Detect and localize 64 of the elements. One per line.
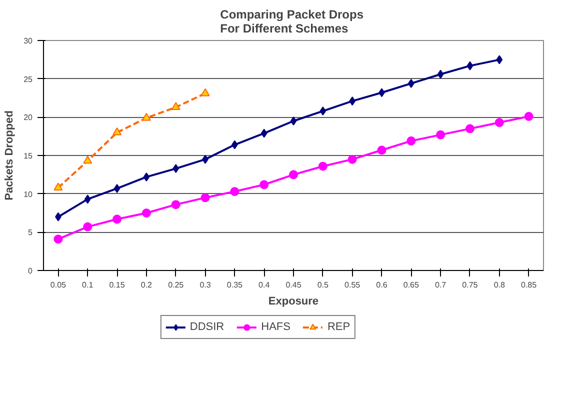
point — [142, 112, 151, 121]
point — [466, 61, 474, 70]
legend-label: DDSIR — [190, 320, 224, 334]
point — [465, 124, 474, 134]
x-tick-label: 0.75 — [462, 280, 478, 290]
x-tick-label: 0.8 — [494, 280, 506, 290]
x-tick-label: 0.7 — [435, 280, 447, 290]
point — [408, 78, 414, 88]
y-tick-label: 15 — [24, 152, 34, 160]
point — [289, 170, 298, 180]
x-tick-label: 0.6 — [376, 280, 388, 290]
point — [84, 194, 91, 204]
point — [290, 116, 297, 126]
x-axis-title: Exposure — [268, 296, 319, 308]
point — [377, 146, 386, 155]
point — [54, 182, 63, 191]
point — [83, 156, 92, 164]
point — [260, 180, 269, 190]
x-tick-label: 0.5 — [317, 280, 330, 290]
x-tick-label: 0.55 — [344, 280, 361, 290]
point — [496, 55, 503, 64]
point — [260, 128, 268, 138]
point — [83, 222, 92, 232]
legend-label: HAFS — [261, 320, 290, 334]
point — [171, 200, 180, 210]
point — [494, 118, 504, 128]
point — [172, 164, 180, 174]
point — [54, 234, 63, 244]
point — [112, 127, 122, 136]
x-tick-label: 0.25 — [168, 280, 184, 290]
point — [171, 102, 180, 110]
x-tick-label: 0.4 — [258, 280, 270, 290]
y-tick-label: 25 — [24, 74, 34, 84]
y-tick-label: 10 — [24, 190, 34, 199]
point — [348, 154, 357, 164]
x-tick-label: 0.05 — [50, 280, 67, 290]
point — [320, 106, 326, 116]
point — [143, 172, 150, 182]
y-tick-label: 20 — [24, 113, 34, 122]
x-tick-label: 0.85 — [521, 280, 538, 290]
point — [200, 88, 210, 96]
y-tick-label: 0 — [28, 266, 34, 276]
y-tick-label: 5 — [28, 228, 34, 238]
x-tick-label: 0.15 — [109, 280, 126, 290]
x-tick-label: 0.45 — [286, 280, 302, 290]
point — [406, 136, 416, 146]
y-tick-label: 30 — [24, 36, 34, 46]
x-tick-label: 0.2 — [140, 280, 153, 290]
chart-title: Comparing Packet Drops For Different Schemes — [220, 8, 364, 36]
point — [230, 187, 240, 196]
point — [436, 130, 446, 140]
x-tick-label: 0.1 — [82, 280, 94, 290]
point — [112, 214, 122, 224]
point — [200, 193, 210, 202]
point — [318, 162, 328, 171]
point — [114, 184, 120, 193]
x-tick-label: 0.65 — [403, 280, 420, 290]
legend-label: REP — [327, 320, 350, 334]
x-tick-label: 0.35 — [226, 280, 244, 290]
point — [142, 208, 151, 218]
y-axis-title: Packets Dropped — [4, 110, 16, 200]
point — [437, 70, 444, 79]
x-tick-label: 0.3 — [200, 280, 212, 290]
point — [524, 112, 534, 121]
